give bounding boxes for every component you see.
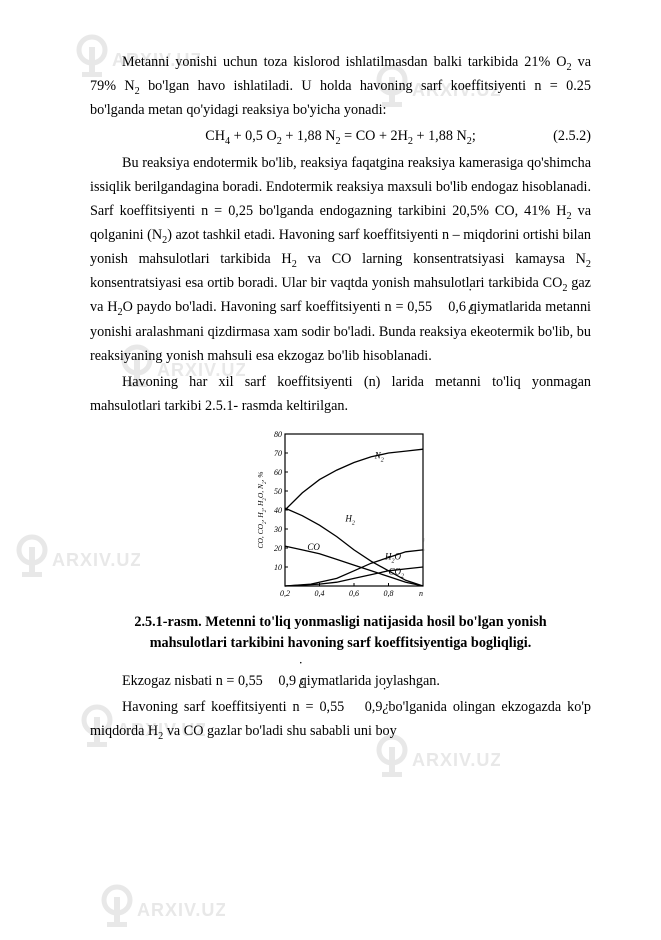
svg-text:20: 20	[274, 544, 282, 553]
svg-text:10: 10	[274, 563, 282, 572]
figure-caption: 2.5.1-rasm. Metеnni to'liq yonmasligi na…	[120, 612, 561, 655]
text: va CO gazlar bo'ladi shu sababli uni boy	[163, 723, 396, 739]
svg-text:40: 40	[274, 506, 282, 515]
figure-2-5-1: 10 20 30 40 50 60 70 80 0,2 0,4 0,6 0,8 n CO, CO2, H2…	[90, 426, 591, 606]
paragraph-2: Bu reaksiya endotermik bo'lib, reaksiya …	[90, 151, 591, 368]
document-body: Metanni yonishi uchun toza kislorod ishl…	[0, 0, 661, 775]
eq-text: ;	[472, 128, 476, 144]
svg-text:50: 50	[274, 487, 282, 496]
eq-text: + 1,88 N	[282, 128, 336, 144]
svg-text:60: 60	[274, 468, 282, 477]
text: Ekzogaz nisbati n = 0,55	[122, 673, 266, 689]
svg-text:ARXIV.UZ: ARXIV.UZ	[137, 900, 225, 920]
paragraph-3: Havoning har xil sarf koeffitsiyenti (n)…	[90, 370, 591, 418]
eq-text: CH	[205, 128, 225, 144]
eq-text: + 0,5 O	[230, 128, 277, 144]
svg-text:30: 30	[273, 525, 282, 534]
svg-text:0,4: 0,4	[314, 589, 324, 598]
text: O paydo bo'ladi. Havoning sarf koeffitsi…	[123, 299, 436, 315]
text: va CO larning konsentratsiyasi kamaysa N	[297, 251, 586, 267]
paragraph-5: Havoning sarf koeffitsiyenti n = 0,55 ¿ …	[90, 695, 591, 743]
text: Bu reaksiya endotermik bo'lib, reaksiya …	[90, 155, 591, 219]
text: konsentratsiyasi esa ortib boradi. Ular …	[90, 275, 562, 291]
eq-text: + 1,88 N	[413, 128, 467, 144]
svg-text:CO, CO2, H2, H2O, N2, %: CO, CO2, H2, H2O, N2, %	[256, 472, 268, 549]
svg-text:70: 70	[274, 449, 282, 458]
text: Metanni yonishi uchun toza kislorod ishl…	[122, 54, 567, 70]
svg-text:0,8: 0,8	[383, 589, 393, 598]
paragraph-4: Ekzogaz nisbati n = 0,55 ¿ 0,9 qiymatlar…	[90, 669, 591, 693]
eq-text: = CO + 2H	[341, 128, 408, 144]
svg-text:n: n	[419, 589, 423, 598]
chart-container: 10 20 30 40 50 60 70 80 0,2 0,4 0,6 0,8 n CO, CO2, H2…	[251, 426, 431, 606]
paragraph-1: Metanni yonishi uchun toza kislorod ishl…	[90, 50, 591, 122]
svg-text:0,6: 0,6	[349, 589, 359, 598]
watermark: ARXIV.UZ	[95, 880, 225, 940]
divide-symbol-icon: ¿	[436, 295, 445, 319]
svg-text:80: 80	[274, 430, 282, 439]
equation-2-5-2: CH4 + 0,5 O2 + 1,88 N2 = CO + 2H2 + 1,88…	[90, 124, 591, 148]
divide-symbol-icon: ¿	[266, 669, 275, 693]
equation-number: (2.5.2)	[553, 124, 591, 148]
svg-text:0,2: 0,2	[280, 589, 290, 598]
divide-symbol-icon: ¿	[350, 695, 359, 719]
text: Havoning sarf koeffitsiyenti n = 0,55	[122, 699, 350, 715]
text: bo'lgan havo ishlatiladi. U holda havoni…	[90, 78, 591, 118]
svg-text:CO: CO	[307, 542, 320, 552]
